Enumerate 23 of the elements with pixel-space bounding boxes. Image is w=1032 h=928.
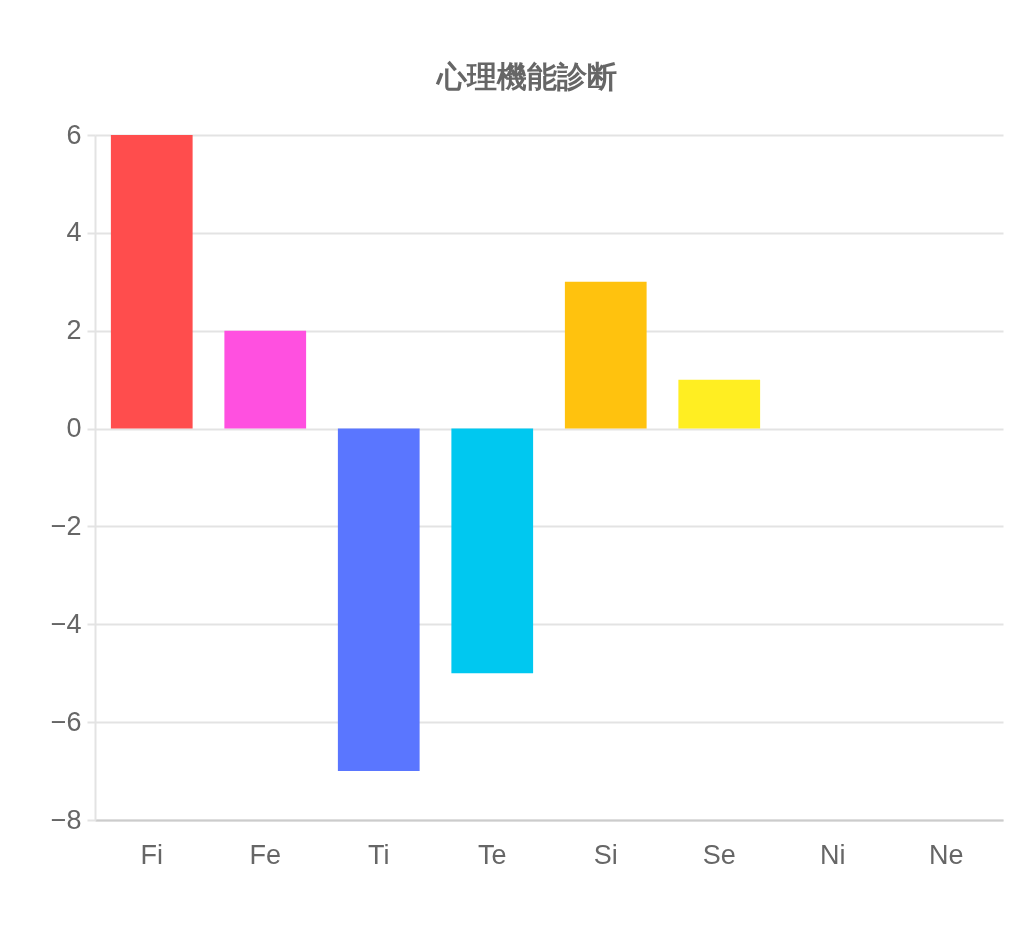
x-tick-label: Ni	[820, 839, 846, 870]
x-tick-label: Ti	[368, 839, 390, 870]
y-tick-label: −2	[50, 510, 82, 541]
y-tick-label: 6	[66, 119, 82, 150]
x-tick-label: Te	[477, 839, 507, 870]
y-tick-label: −6	[50, 706, 82, 737]
y-tick-label: −8	[50, 804, 82, 835]
x-tick-label: Fi	[140, 839, 163, 870]
bar	[678, 379, 761, 429]
x-tick-label: Ne	[928, 839, 964, 870]
x-tick-label: Se	[702, 839, 736, 870]
bar	[337, 428, 420, 772]
y-tick-label: −4	[50, 608, 82, 639]
x-tick-label: Fe	[249, 839, 282, 870]
y-tick-label: 0	[66, 413, 82, 444]
bar	[224, 330, 307, 429]
bar	[110, 135, 193, 429]
y-tick-label: 4	[66, 217, 82, 248]
chart-title: 心理機能診断	[434, 60, 617, 93]
bar	[451, 428, 534, 674]
bar	[564, 281, 647, 429]
y-tick-label: 2	[66, 315, 82, 346]
x-tick-label: Si	[593, 839, 618, 870]
